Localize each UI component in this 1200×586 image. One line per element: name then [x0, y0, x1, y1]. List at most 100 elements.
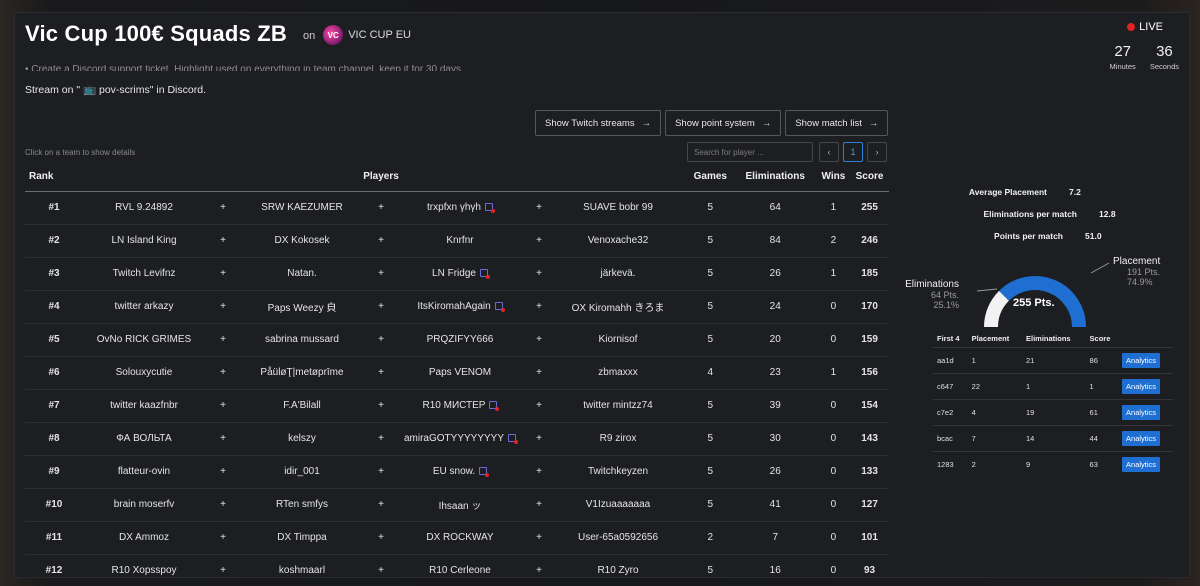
plus-separator-text: + — [536, 466, 542, 477]
player-3-cell: amiraGOTYYYYYYYY — [391, 422, 529, 456]
leaderboard-header-row: Rank Players Games Eliminations Wins Sco… — [25, 163, 889, 192]
rank-cell-text: #3 — [48, 268, 60, 279]
team-row[interactable]: #2 LN Island King + DX Kokosek + Knrfnr + Venox… — [25, 224, 889, 258]
live-indicator: LIVE — [1127, 21, 1163, 33]
twitch-stream-icon[interactable] — [479, 467, 490, 477]
player-1-cell: DX Ammoz — [75, 521, 213, 555]
description-clipped: • Create a Discord support ticket, Highl… — [25, 65, 461, 71]
match-score-cell: 1 — [1085, 372, 1119, 399]
player-2-cell-text: F.A'Bilall — [283, 400, 321, 411]
team-row[interactable]: #6 Solouxycutie + PåüløŢ|metøprīme + Paps VEN… — [25, 356, 889, 390]
analytics-button[interactable]: Analytics — [1122, 352, 1161, 368]
org-logo[interactable]: VC — [323, 25, 344, 45]
eliminations-cell: 26 — [733, 257, 817, 291]
eliminations-cell-text: 20 — [769, 334, 781, 345]
team-row[interactable]: #7 twitter kaazfnbr + F.A'Bilall + R10 МИСТЕР… — [25, 389, 889, 423]
player-4-cell-text: Kiornisof — [598, 334, 638, 345]
seconds-value: 36 — [1156, 43, 1173, 60]
player-2-cell-text: koshmaarl — [278, 565, 326, 576]
show-twitch-streams-button[interactable]: Show Twitch streams → — [535, 110, 662, 136]
org-name[interactable]: VIC CUP EU — [348, 29, 411, 41]
eliminations-cell-text: 84 — [769, 235, 781, 246]
analytics-button[interactable]: Analytics — [1122, 456, 1161, 472]
score-header: Score — [850, 163, 889, 192]
show-match-list-button[interactable]: Show match list → — [785, 110, 889, 136]
match-analytics-cell: Analytics — [1118, 450, 1173, 477]
eliminations-cell: 26 — [733, 455, 817, 489]
twitch-stream-icon[interactable] — [479, 269, 490, 279]
analytics-button[interactable]: Analytics — [1122, 378, 1161, 394]
team-row[interactable]: #3 Twitch Levifnz + Natan. + LN Fridge + järkev… — [25, 257, 889, 291]
rank-cell-text: #6 — [48, 367, 60, 378]
wins-cell-text: 2 — [830, 235, 837, 246]
header: Vic Cup 100€ Squads ZB on VC VIC CUP EU — [25, 21, 411, 47]
wins-cell-text: 0 — [830, 301, 837, 312]
team-row[interactable]: #1 RVL 9.24892 + SRW KAEZUMER + trxpfxn γhγh +… — [25, 191, 889, 225]
twitch-stream-icon[interactable] — [489, 401, 500, 411]
match-list-body: aa1d 1 21 86 Analytics c647 22 1 1 Analytics c7e2 4… — [933, 346, 1173, 477]
team-row[interactable]: #8 ФА ВОЛЬТА + kelszy + amiraGOTYYYYYYYY + R9 z… — [25, 422, 889, 456]
analytics-button[interactable]: Analytics — [1122, 404, 1161, 420]
plus-separator: + — [529, 455, 549, 489]
player-4-cell-text: twitter mintzz74 — [583, 400, 653, 411]
team-row[interactable]: #11 DX Ammoz + DX Timppa + DX ROCKWAY + User-65… — [25, 521, 889, 555]
plus-separator-text: + — [536, 433, 542, 444]
games-cell-text: 5 — [707, 301, 714, 312]
player-3-cell-text: PRQZIFYY666 — [426, 334, 494, 345]
team-row[interactable]: #4 twitter arkazy + Paps Weezy 㒵 + ItsKiromah… — [25, 290, 889, 324]
eliminations-arc — [984, 290, 1010, 328]
wins-header: Wins — [816, 163, 851, 192]
page-1-button[interactable]: 1 — [843, 142, 863, 162]
wins-cell: 1 — [816, 257, 851, 291]
player-3-cell: EU snow. — [391, 455, 529, 489]
plus-separator: + — [529, 290, 549, 324]
plus-separator-text: + — [536, 400, 542, 411]
wins-cell-text: 0 — [830, 334, 837, 345]
wins-cell: 1 — [816, 356, 851, 390]
match-header-row: First 4 Placement Eliminations Score — [933, 331, 1173, 347]
games-cell-text: 5 — [707, 466, 714, 477]
player-2-cell-text: DX Timppa — [277, 532, 327, 543]
match-placement-cell: 1 — [967, 346, 1022, 373]
twitch-stream-icon[interactable] — [508, 434, 519, 444]
team-row[interactable]: #10 brain moserfv + RTen smfys + Ihsaan ッ + V1I… — [25, 488, 889, 522]
plus-separator-text: + — [378, 235, 384, 246]
match-analytics-cell: Analytics — [1118, 346, 1173, 373]
plus-separator-text: + — [536, 499, 542, 510]
live-dot-icon — [1127, 23, 1136, 31]
score-cell: 255 — [850, 191, 889, 225]
player-3-cell-text: Knrfnr — [446, 235, 474, 246]
players-header: Players — [75, 163, 687, 192]
plus-separator-text: + — [220, 532, 226, 543]
twitch-stream-icon[interactable] — [494, 302, 505, 312]
arrow-right-icon: → — [761, 117, 772, 129]
player-2-cell: RTen smfys — [233, 488, 371, 522]
team-row[interactable]: #5 OvNo RICK GRIMES + sabrina mussard + PRQZI… — [25, 323, 889, 357]
score-cell-text: 159 — [861, 334, 878, 345]
team-row[interactable]: #12 R10 Xopsspoy + koshmaarl + R10 Cerleone + R… — [25, 554, 889, 577]
player-search-input[interactable] — [687, 142, 813, 162]
wins-cell: 2 — [816, 224, 851, 258]
player-2-cell: PåüløŢ|metøprīme — [233, 356, 371, 390]
plus-separator-text: + — [378, 301, 384, 312]
plus-separator-text: + — [220, 301, 226, 312]
on-label: on — [302, 30, 316, 42]
games-cell-text: 5 — [707, 235, 714, 246]
prev-page-button[interactable]: ‹ — [819, 142, 839, 162]
plus-separator-text: + — [378, 466, 384, 477]
wins-cell-text: 0 — [830, 499, 837, 510]
games-cell: 5 — [687, 323, 734, 357]
player-2-cell: sabrina mussard — [233, 323, 371, 357]
rank-cell: #3 — [25, 257, 75, 291]
show-point-system-button[interactable]: Show point system → — [665, 110, 782, 136]
analytics-button[interactable]: Analytics — [1122, 430, 1161, 446]
twitch-stream-icon[interactable] — [484, 203, 495, 213]
player-3-cell-text: Ihsaan ッ — [438, 501, 482, 512]
plus-separator: + — [529, 521, 549, 555]
player-2-cell: Paps Weezy 㒵 — [233, 290, 371, 324]
next-page-button[interactable]: › — [867, 142, 887, 162]
team-row[interactable]: #9 flatteur-ovin + idir_001 + EU snow. + Twitch… — [25, 455, 889, 489]
player-1-cell-text: brain moserfv — [113, 499, 175, 510]
plus-separator: + — [213, 389, 233, 423]
player-1-cell-text: twitter kaazfnbr — [110, 400, 178, 411]
